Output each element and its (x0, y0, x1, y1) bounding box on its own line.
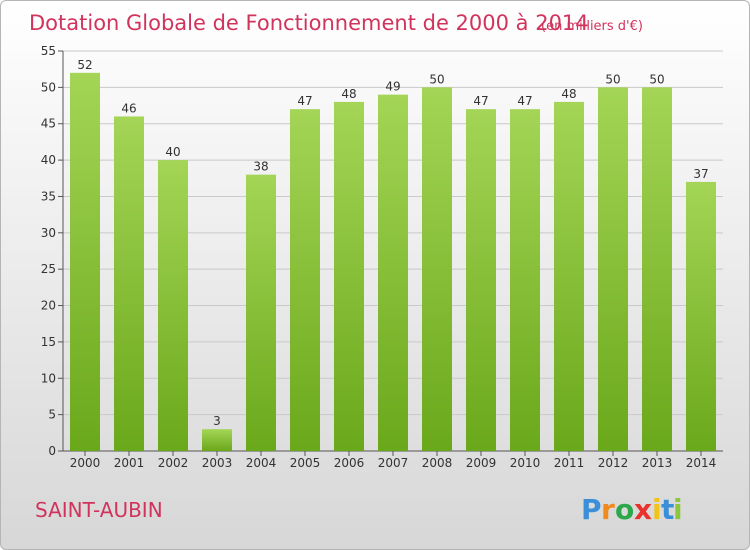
y-tick-label: 50 (41, 80, 56, 94)
y-tick-label: 10 (41, 371, 56, 385)
x-tick-label: 2009 (466, 456, 497, 470)
data-label: 46 (121, 101, 136, 115)
commune-name: SAINT-AUBIN (35, 498, 163, 522)
x-tick-label: 2007 (378, 456, 409, 470)
bar (422, 87, 452, 451)
x-tick-label: 2011 (554, 456, 585, 470)
bar (70, 72, 100, 452)
logo-letter: i (673, 493, 683, 526)
data-label: 50 (649, 72, 664, 86)
logo-letter: o (615, 493, 634, 526)
x-tick-label: 2001 (114, 456, 145, 470)
chart-subtitle: (en milliers d'€) (541, 19, 643, 34)
bar (246, 174, 276, 452)
x-tick-label: 2008 (422, 456, 453, 470)
data-label: 47 (517, 94, 532, 108)
data-label: 49 (385, 80, 400, 94)
data-label: 37 (693, 167, 708, 181)
data-label: 40 (165, 145, 180, 159)
y-tick-label: 15 (41, 335, 56, 349)
logo-letter: r (601, 493, 615, 526)
data-label: 50 (429, 72, 444, 86)
y-tick-label: 45 (41, 117, 56, 131)
bar (510, 109, 540, 451)
x-tick-label: 2006 (334, 456, 365, 470)
x-tick-label: 2013 (642, 456, 673, 470)
y-tick-label: 55 (41, 44, 56, 58)
data-label: 47 (473, 94, 488, 108)
y-tick-label: 35 (41, 189, 56, 203)
x-tick-label: 2003 (202, 456, 233, 470)
logo-letter: t (661, 493, 674, 526)
data-label: 47 (297, 94, 312, 108)
y-tick-label: 20 (41, 299, 56, 313)
axes: 0 5 10 15 20 25 30 35 40 45 50 55 2000 2001 2002 2003 20… (41, 44, 723, 470)
bar (554, 101, 584, 451)
x-tick-label: 2004 (246, 456, 277, 470)
data-label: 52 (77, 58, 92, 72)
chart-title: Dotation Globale de Fonctionnement de 20… (29, 11, 589, 35)
bar (334, 101, 364, 451)
x-tick-label: 2012 (598, 456, 629, 470)
x-tick-label: 2010 (510, 456, 541, 470)
data-label: 50 (605, 72, 620, 86)
bar (598, 87, 628, 451)
x-tick-label: 2005 (290, 456, 321, 470)
bar (642, 87, 672, 451)
data-label: 3 (213, 414, 221, 428)
y-tick-label: 40 (41, 153, 56, 167)
bars: 52 46 40 3 38 47 48 49 50 47 47 48 50 50 37 (70, 58, 716, 452)
x-tick-label: 2014 (686, 456, 717, 470)
x-tick-label: 2000 (70, 456, 101, 470)
bar (158, 160, 188, 451)
data-label: 38 (253, 160, 268, 174)
bar (466, 109, 496, 451)
bar (202, 429, 232, 451)
logo-letter: P (581, 493, 602, 526)
bar (378, 94, 408, 452)
data-label: 48 (341, 87, 356, 101)
y-tick-label: 30 (41, 226, 56, 240)
x-tick-label: 2002 (158, 456, 189, 470)
y-tick-label: 25 (41, 262, 56, 276)
data-label: 48 (561, 87, 576, 101)
bar (686, 181, 716, 451)
logo-letter: x (634, 493, 652, 526)
y-tick-label: 0 (48, 444, 56, 458)
y-tick-label: 5 (48, 408, 56, 422)
logo-letter: i (652, 493, 662, 526)
bar (114, 116, 144, 452)
bar (290, 109, 320, 451)
